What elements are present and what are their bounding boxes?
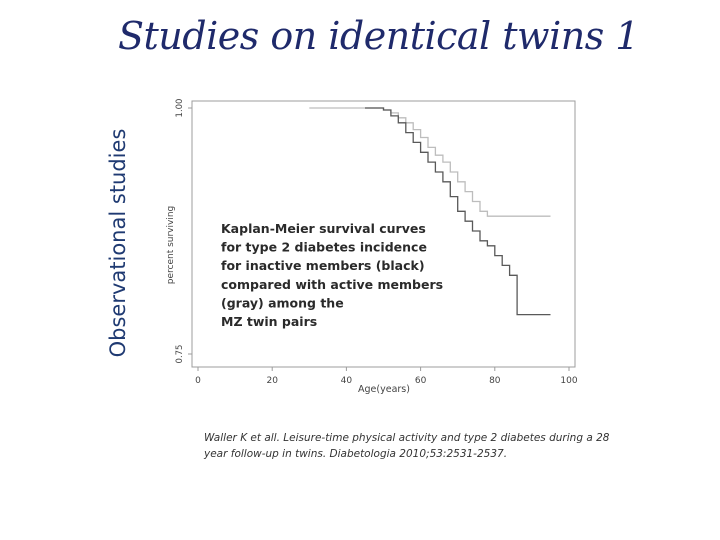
slide-title: Studies on identical twins 1 (118, 14, 639, 58)
annotation-line: compared with active members (221, 277, 443, 292)
survival-curve-2 (365, 107, 551, 316)
plot-frame (191, 100, 576, 368)
x-tick-label: 0 (195, 376, 201, 386)
y-tick-label: 0.75 (175, 345, 185, 364)
x-tick-label: 20 (266, 376, 278, 386)
annotation-line: (gray) among the (221, 295, 344, 310)
y-tick-label: 1.00 (175, 99, 185, 118)
ticks-layer: 0 20 40 60 80 100 0.75 1.00 (175, 99, 578, 386)
x-tick-label: 60 (415, 376, 427, 386)
survival-curve-1 (309, 107, 551, 217)
annotation-text: Kaplan-Meier survival curves for type 2 d… (221, 221, 443, 329)
citation: Waller K et all. Leisure-time physical a… (204, 432, 610, 460)
x-tick-label: 40 (341, 376, 353, 386)
annotation-line: for inactive members (black) (221, 258, 425, 273)
annotation-line: MZ twin pairs (221, 314, 317, 329)
x-tick-label: 80 (489, 376, 501, 386)
y-axis-title: percent surviving (166, 206, 176, 285)
x-axis-title: Age(years) (358, 384, 410, 395)
series-layer (309, 107, 551, 316)
x-tick-label: 100 (560, 376, 577, 386)
annotation-line: Kaplan-Meier survival curves (221, 221, 426, 236)
annotation-line: for type 2 diabetes incidence (221, 240, 427, 255)
